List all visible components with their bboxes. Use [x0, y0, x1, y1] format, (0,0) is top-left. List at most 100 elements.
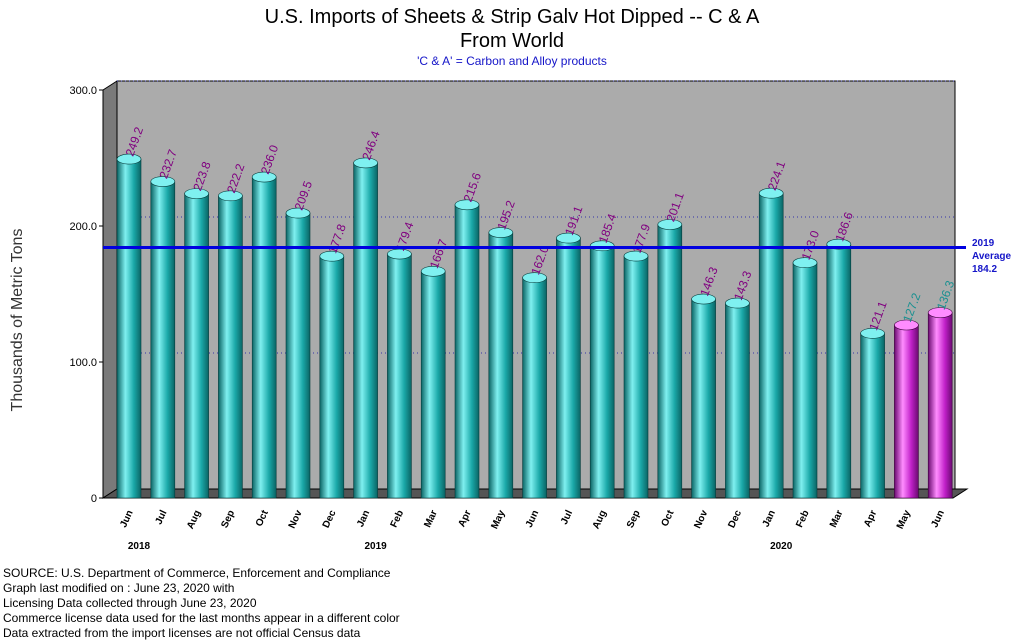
- x-tick-label: Jul: [559, 508, 575, 526]
- bar: [116, 158, 142, 499]
- bar-chart: 0100.0200.0300.0249.2Jun232.7Jul223.8Aug…: [69, 80, 969, 552]
- y-tick-label: 200.0: [69, 221, 97, 233]
- bar: [387, 253, 412, 499]
- average-label-text: Average: [972, 251, 1012, 262]
- bar: [420, 270, 446, 499]
- bar: [894, 324, 919, 499]
- plot-side-wall: [102, 80, 118, 499]
- bar-cap: [657, 219, 683, 230]
- bar: [454, 204, 480, 499]
- footer-line: Graph last modified on : June 23, 2020 w…: [3, 581, 235, 595]
- bar-cap: [454, 199, 480, 211]
- bar-cap: [691, 293, 716, 305]
- bar: [691, 298, 716, 499]
- bar-group: [522, 272, 547, 499]
- bar-group: [691, 293, 716, 499]
- bar-cap: [860, 328, 885, 339]
- bar-cap: [792, 257, 818, 269]
- bar-cap: [623, 250, 649, 262]
- x-tick-label: Jul: [153, 508, 169, 526]
- x-tick-label: Nov: [692, 508, 710, 530]
- bar-cap: [319, 250, 345, 262]
- bar-cap: [488, 227, 514, 238]
- bar-group: [725, 297, 750, 499]
- bar: [758, 192, 784, 499]
- bar-group: [894, 319, 919, 499]
- x-tick-label: Jun: [118, 509, 135, 530]
- x-tick-label: Dec: [321, 508, 339, 530]
- bar: [184, 193, 209, 499]
- bar: [927, 312, 953, 499]
- x-tick-label: Sep: [625, 509, 643, 530]
- bar-group: [285, 207, 311, 499]
- average-label: 2019 Average 184.2: [972, 237, 1011, 276]
- bar: [589, 245, 615, 499]
- bar-cap: [251, 171, 277, 183]
- average-label-year: 2019: [972, 238, 995, 249]
- bar: [285, 212, 311, 499]
- bar-group: [488, 227, 514, 499]
- bar-group: [826, 238, 852, 499]
- bar: [623, 255, 649, 499]
- year-label: 2018: [128, 541, 151, 552]
- y-tick-label: 300.0: [69, 85, 97, 97]
- bar: [725, 302, 750, 499]
- bar-group: [116, 153, 142, 499]
- bar-group: [623, 250, 649, 499]
- bar-group: [150, 176, 176, 499]
- x-tick-label: Apr: [862, 509, 879, 529]
- x-tick-label: Jan: [355, 509, 372, 529]
- bar-cap: [184, 188, 209, 199]
- bar-group: [758, 187, 784, 499]
- bar: [251, 176, 277, 499]
- bar: [353, 162, 378, 499]
- x-tick-label: May: [489, 508, 507, 531]
- bar-cap: [522, 272, 547, 283]
- bar-group: [251, 171, 277, 499]
- bar-group: [589, 240, 615, 499]
- chart-subtitle: 'C & A' = Carbon and Alloy products: [417, 54, 607, 68]
- bar: [522, 277, 547, 499]
- chart-title: U.S. Imports of Sheets & Strip Galv Hot …: [264, 6, 760, 28]
- x-tick-label: Feb: [794, 509, 811, 530]
- bar-cap: [285, 207, 311, 219]
- bar-group: [319, 250, 345, 499]
- bar-group: [353, 157, 378, 499]
- bar-cap: [758, 187, 784, 199]
- bar-group: [184, 188, 209, 499]
- x-tick-label: Jun: [524, 509, 541, 530]
- bar: [826, 243, 852, 499]
- x-tick-label: Aug: [185, 509, 203, 531]
- bar: [792, 262, 818, 499]
- bar-cap: [150, 176, 176, 187]
- bar-group: [556, 232, 581, 499]
- bar: [319, 255, 345, 499]
- y-axis-label: Thousands of Metric Tons: [9, 228, 26, 412]
- footer-line: SOURCE: U.S. Department of Commerce, Enf…: [3, 566, 391, 580]
- bar: [657, 224, 683, 499]
- footer-line: Commerce license data used for the last …: [3, 611, 400, 625]
- year-label: 2020: [770, 541, 793, 552]
- bar-group: [218, 190, 243, 499]
- bar-cap: [420, 265, 446, 277]
- bar-cap: [725, 297, 750, 309]
- x-tick-label: Oct: [254, 508, 271, 528]
- bar: [150, 181, 176, 499]
- bar-group: [927, 307, 953, 499]
- footer-line: Data extracted from the import licenses …: [3, 626, 361, 640]
- bar-cap: [218, 190, 243, 202]
- x-tick-label: Jun: [929, 509, 946, 530]
- x-tick-label: Oct: [660, 508, 677, 528]
- bar-cap: [353, 157, 378, 169]
- bar: [556, 237, 581, 499]
- footer-line: Licensing Data collected through June 23…: [3, 596, 257, 610]
- x-tick-label: Nov: [287, 508, 305, 530]
- x-tick-label: Mar: [828, 509, 846, 530]
- bar: [488, 232, 514, 499]
- chart-title-line2: From World: [459, 30, 565, 52]
- source-footer: SOURCE: U.S. Department of Commerce, Enf…: [3, 566, 400, 641]
- x-tick-label: Feb: [389, 509, 406, 530]
- bar-group: [420, 265, 446, 499]
- bar-cap: [927, 307, 953, 318]
- bar-cap: [116, 153, 142, 165]
